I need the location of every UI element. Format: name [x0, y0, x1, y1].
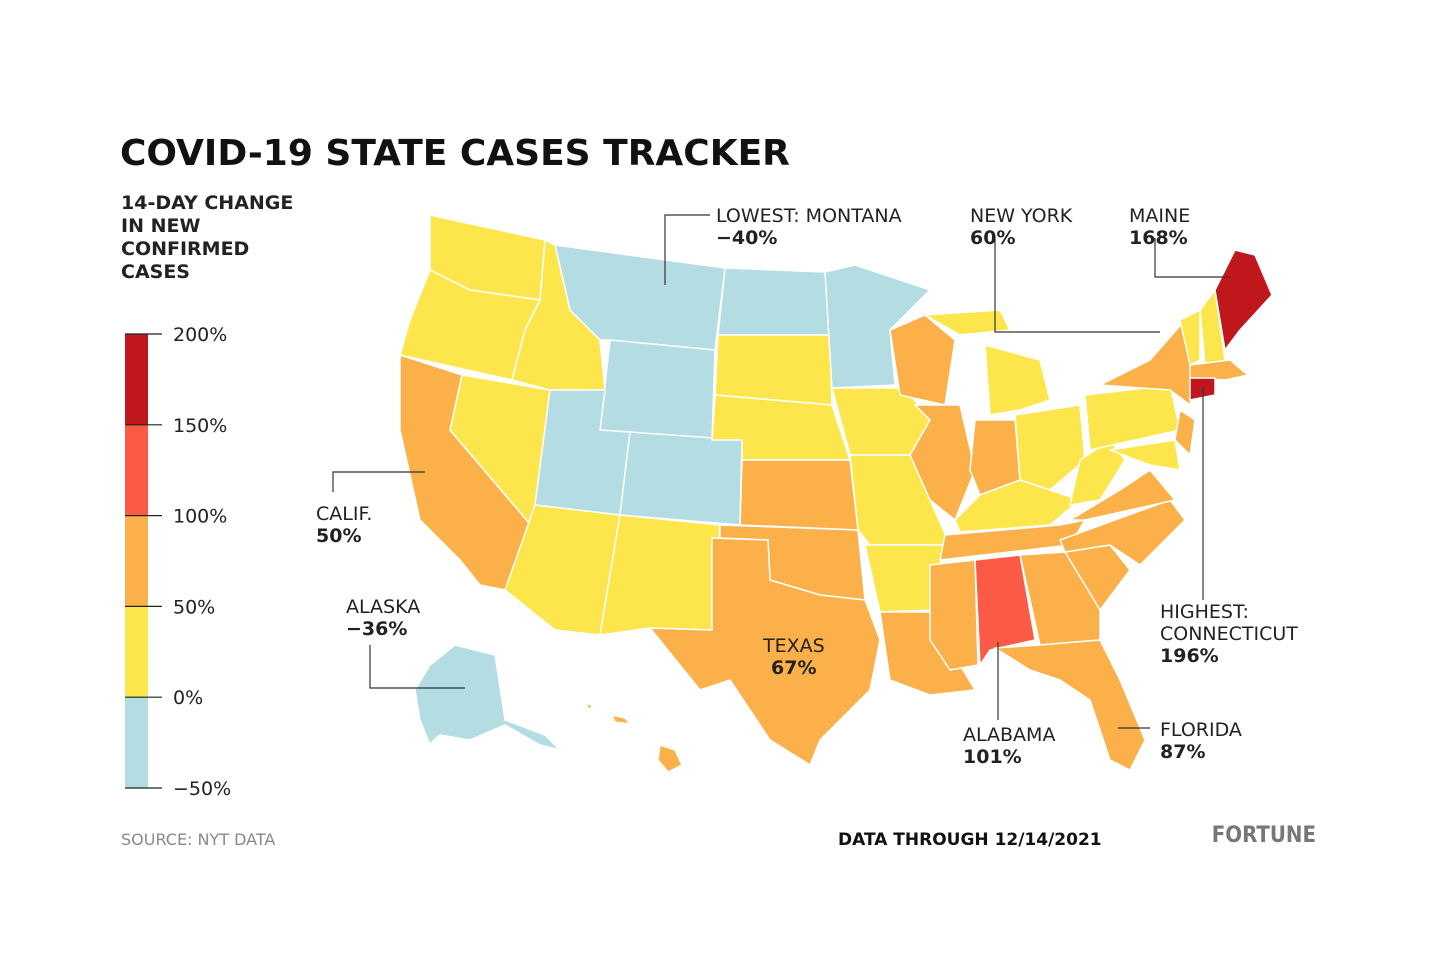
legend-title: 14-DAY CHANGE IN NEW CONFIRMED CASES: [121, 192, 293, 283]
annotation-label: ALASKA: [346, 596, 420, 618]
annotation-label: NEW YORK: [970, 205, 1073, 227]
annotations: LOWEST: MONTANA −40% NEW YORK 60% MAINE …: [316, 205, 1298, 768]
leader-lines: [332, 214, 1230, 729]
brand: FORTUNE: [1212, 823, 1316, 848]
legend-title-line: 14-DAY CHANGE: [121, 192, 293, 214]
annotation-label: FLORIDA: [1160, 719, 1242, 741]
date-note: DATA THROUGH 12/14/2021: [838, 830, 1102, 850]
annotation-label: MAINE: [1129, 205, 1190, 227]
legend-title-line: IN NEW: [121, 215, 200, 237]
annotation-value: 101%: [963, 746, 1022, 768]
annotation-label: CONNECTICUT: [1160, 623, 1298, 645]
annotation-value: −40%: [716, 227, 777, 249]
legend-tick-label: 0%: [173, 687, 203, 709]
annotation-label: HIGHEST:: [1160, 601, 1249, 623]
annotation-value: 50%: [316, 525, 361, 547]
annotation-label: CALIF.: [316, 503, 372, 525]
annotation-label: ALABAMA: [963, 724, 1055, 746]
legend-band: [125, 334, 148, 425]
legend-band: [125, 606, 148, 698]
annotation-value: 168%: [1129, 227, 1188, 249]
annotation-value: −36%: [346, 618, 407, 640]
annotation-value: 87%: [1160, 741, 1205, 763]
annotation-value: 196%: [1160, 645, 1219, 667]
legend-band: [125, 424, 148, 516]
legend: 200% 150% 100% 50% 0% −50%: [125, 324, 231, 800]
annotation-label: LOWEST: MONTANA: [716, 205, 902, 227]
title: COVID-19 STATE CASES TRACKER: [120, 133, 790, 174]
legend-tick-label: 50%: [173, 596, 215, 618]
us-map: [399, 214, 1273, 773]
annotation-label: TEXAS: [762, 635, 825, 657]
legend-band: [125, 515, 148, 607]
annotation-value: 67%: [771, 657, 816, 679]
legend-band: [125, 697, 148, 788]
legend-title-line: CASES: [121, 261, 190, 283]
legend-tick-label: 200%: [173, 324, 227, 346]
legend-tick-label: 150%: [173, 415, 227, 437]
annotation-value: 60%: [970, 227, 1015, 249]
source: SOURCE: NYT DATA: [121, 830, 275, 849]
legend-tick-label: 100%: [173, 506, 227, 528]
legend-tick-label: −50%: [173, 778, 231, 800]
legend-title-line: CONFIRMED: [121, 238, 249, 260]
